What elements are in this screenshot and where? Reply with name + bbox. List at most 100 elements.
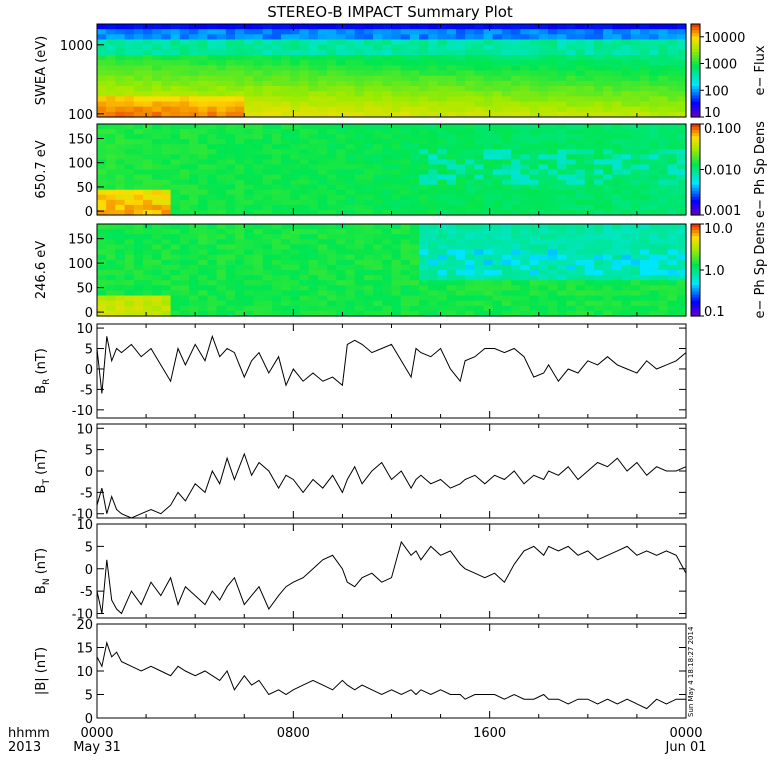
heatmap-cell-swea [437, 44, 448, 51]
heatmap-cell-pad246 [97, 264, 107, 271]
heatmap-cell-pad650 [639, 144, 650, 150]
heatmap-cell-pad650 [566, 209, 577, 216]
heatmap-cell-pad246 [336, 259, 347, 266]
heatmap-cell-pad246 [658, 254, 669, 261]
heatmap-cell-pad650 [143, 154, 153, 160]
heatmap-cell-pad246 [345, 229, 356, 235]
heatmap-cell-swea [603, 44, 613, 51]
heatmap-cell-swea [235, 70, 245, 77]
heatmap-cell-swea [152, 44, 163, 51]
heatmap-cell-swea [271, 44, 282, 51]
heatmap-cell-pad246 [189, 249, 199, 256]
heatmap-cell-swea [446, 75, 457, 82]
heatmap-cell-pad246 [419, 295, 429, 302]
heatmap-cell-pad246 [124, 275, 135, 281]
heatmap-cell-swea [639, 29, 650, 35]
heatmap-cell-pad246 [317, 300, 328, 307]
heatmap-cell-swea [235, 91, 245, 97]
heatmap-cell-pad246 [290, 285, 301, 292]
heatmap-cell-swea [271, 49, 282, 56]
heatmap-cell-pad650 [161, 149, 172, 155]
heatmap-cell-pad246 [308, 254, 319, 261]
heatmap-cell-pad650 [658, 179, 669, 186]
heatmap-cell-pad650 [621, 139, 632, 145]
heatmap-cell-swea [428, 91, 439, 97]
heatmap-cell-swea [400, 44, 411, 51]
heatmap-cell-pad650 [529, 209, 540, 216]
heatmap-cell-pad246 [529, 270, 540, 276]
heatmap-cell-swea [317, 29, 328, 35]
heatmap-cell-pad650 [308, 184, 319, 191]
heatmap-cell-pad650 [529, 184, 540, 191]
heatmap-cell-pad246 [547, 229, 558, 235]
heatmap-cell-swea [133, 111, 144, 118]
heatmap-cell-swea [373, 39, 383, 46]
heatmap-cell-pad246 [382, 310, 393, 317]
heatmap-cell-swea [253, 55, 264, 61]
colorbar-step [691, 92, 700, 96]
heatmap-cell-pad246 [97, 259, 107, 266]
heatmap-cell-pad650 [400, 129, 411, 135]
heatmap-cell-pad650 [336, 129, 347, 135]
heatmap-cell-pad650 [152, 134, 163, 140]
heatmap-cell-pad650 [262, 204, 273, 211]
heatmap-cell-swea [547, 96, 558, 103]
heatmap-cell-swea [676, 65, 687, 72]
heatmap-cell-pad650 [327, 184, 337, 191]
heatmap-cell-pad246 [244, 310, 255, 317]
heatmap-cell-swea [207, 106, 218, 113]
heatmap-cell-pad246 [327, 229, 337, 235]
heatmap-cell-swea [225, 70, 236, 77]
heatmap-cell-pad246 [143, 300, 153, 307]
heatmap-cell-swea [336, 86, 347, 92]
heatmap-cell-pad246 [400, 270, 411, 276]
heatmap-cell-swea [501, 70, 512, 77]
heatmap-cell-swea [262, 65, 273, 72]
heatmap-cell-pad650 [676, 184, 687, 191]
heatmap-cell-pad246 [483, 270, 494, 276]
heatmap-cell-swea [621, 80, 632, 87]
heatmap-cell-pad246 [676, 275, 687, 281]
heatmap-cell-swea [391, 80, 402, 87]
heatmap-cell-pad650 [290, 124, 301, 130]
heatmap-cell-pad246 [170, 249, 181, 256]
heatmap-cell-pad650 [179, 159, 190, 166]
heatmap-cell-pad246 [409, 239, 420, 246]
heatmap-cell-pad246 [419, 275, 429, 281]
heatmap-cell-swea [143, 49, 153, 56]
colorbar-step [691, 27, 700, 31]
heatmap-cell-pad246 [216, 310, 227, 317]
heatmap-cell-pad246 [566, 254, 577, 261]
heatmap-cell-pad246 [308, 234, 319, 240]
heatmap-cell-swea [649, 106, 659, 113]
heatmap-cell-swea [317, 96, 328, 103]
heatmap-cell-swea [603, 80, 613, 87]
heatmap-cell-pad246 [244, 264, 255, 271]
heatmap-cell-pad246 [133, 259, 144, 266]
heatmap-cell-pad246 [593, 254, 604, 261]
heatmap-cell-pad246 [520, 249, 531, 256]
heatmap-cell-pad650 [474, 124, 485, 130]
heatmap-cell-swea [198, 111, 209, 118]
colorbar-step [691, 39, 700, 44]
heatmap-cell-swea [189, 24, 199, 30]
heatmap-cell-pad246 [621, 310, 632, 317]
colorbar-step [691, 187, 700, 192]
heatmap-cell-pad650 [575, 199, 586, 206]
heatmap-cell-pad650 [170, 179, 181, 186]
heatmap-cell-pad650 [354, 124, 365, 130]
heatmap-cell-pad246 [345, 264, 356, 271]
heatmap-cell-pad650 [189, 209, 199, 216]
heatmap-cell-pad246 [290, 290, 301, 297]
colorbar-label-swea: e− Flux [753, 45, 768, 95]
y-tick-label: -5 [80, 585, 93, 600]
y-tick-label: 150 [68, 133, 93, 148]
heatmap-cell-pad650 [649, 169, 659, 176]
heatmap-cell-pad246 [676, 310, 687, 317]
heatmap-cell-pad246 [97, 224, 107, 230]
heatmap-cell-pad246 [235, 270, 245, 276]
heatmap-cell-pad246 [593, 229, 604, 235]
heatmap-cell-swea [492, 29, 503, 35]
heatmap-cell-swea [317, 80, 328, 87]
heatmap-cell-pad650 [419, 194, 429, 201]
